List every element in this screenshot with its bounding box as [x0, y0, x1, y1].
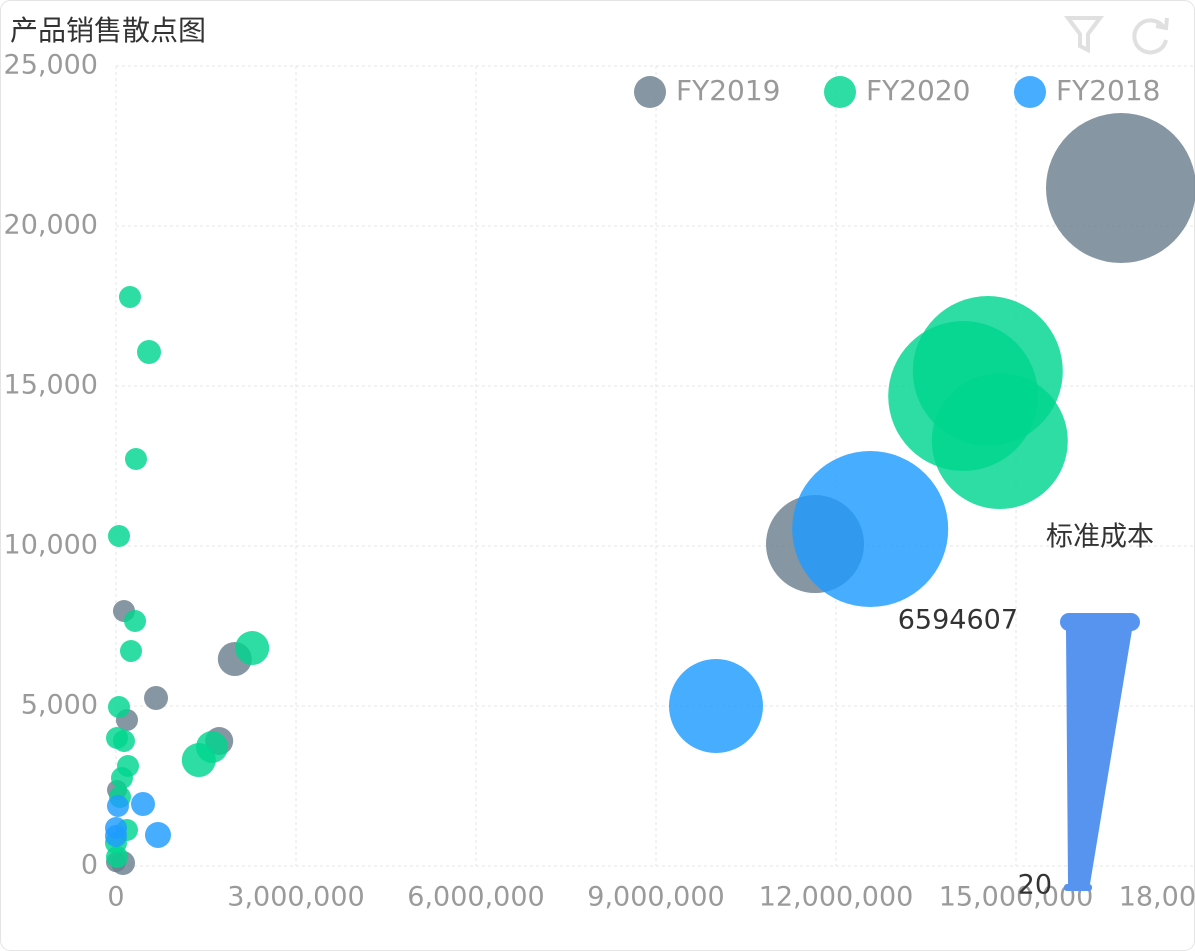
visual-map-min-label: 20	[1018, 870, 1052, 901]
bubble	[124, 610, 147, 633]
bubble	[119, 639, 143, 662]
bubble	[107, 525, 131, 548]
bubble	[107, 695, 131, 718]
y-tick-label: 20,000	[4, 210, 98, 241]
legend-marker	[1014, 76, 1046, 108]
bubble	[792, 451, 949, 608]
bubble	[195, 730, 229, 763]
grid: 0 5,000 10,000 15,000 20,000 25,000 0 3,000,000…	[4, 50, 1195, 913]
legend-marker	[824, 76, 856, 108]
x-tick-label: 9,000,000	[587, 882, 724, 913]
bubble	[110, 766, 134, 790]
y-tick-label: 25,000	[4, 50, 98, 81]
bubble	[124, 447, 147, 470]
visual-map-bar	[1066, 630, 1132, 884]
x-tick-label: 6,000,000	[407, 882, 544, 913]
bubble	[137, 340, 161, 365]
visual-map-max-label: 6594607	[898, 605, 1018, 636]
bubble	[1046, 113, 1195, 263]
bubble	[104, 825, 128, 848]
legend-marker	[634, 76, 666, 108]
x-tick-label: 3,000,000	[227, 882, 364, 913]
legend-label: FY2019	[676, 74, 780, 107]
refresh-icon[interactable]	[1132, 17, 1169, 55]
bubble	[144, 821, 172, 848]
overlay: FY2018 FY2020 FY2019 标准成本 6594607 20	[634, 74, 1160, 901]
chart-title: 产品销售散点图	[10, 14, 206, 47]
filter-icon[interactable]	[1064, 16, 1104, 54]
visual-map-title: 标准成本	[1046, 522, 1154, 553]
bubble	[118, 286, 141, 309]
y-tick-label: 5,000	[21, 690, 98, 721]
x-tick-label: 0	[107, 882, 124, 913]
x-tick-label: 18,000,000	[1119, 882, 1195, 913]
visual-map-handle	[1060, 613, 1140, 631]
y-tick-label: 15,000	[4, 370, 98, 401]
legend-label: FY2018	[1056, 74, 1160, 107]
bubble	[235, 631, 270, 666]
bubble	[669, 659, 763, 753]
bubble	[931, 373, 1068, 510]
bubble	[106, 794, 129, 818]
bubble	[112, 730, 135, 753]
x-tick-label: 12,000,000	[759, 882, 914, 913]
marks	[104, 113, 1195, 875]
y-tick-label: 10,000	[4, 530, 98, 561]
bubble	[131, 792, 155, 817]
bubble	[144, 686, 169, 710]
visual-map-handle	[1064, 884, 1092, 891]
legend-label: FY2020	[866, 74, 970, 107]
y-tick-label: 0	[81, 850, 98, 881]
bubble	[106, 846, 129, 869]
